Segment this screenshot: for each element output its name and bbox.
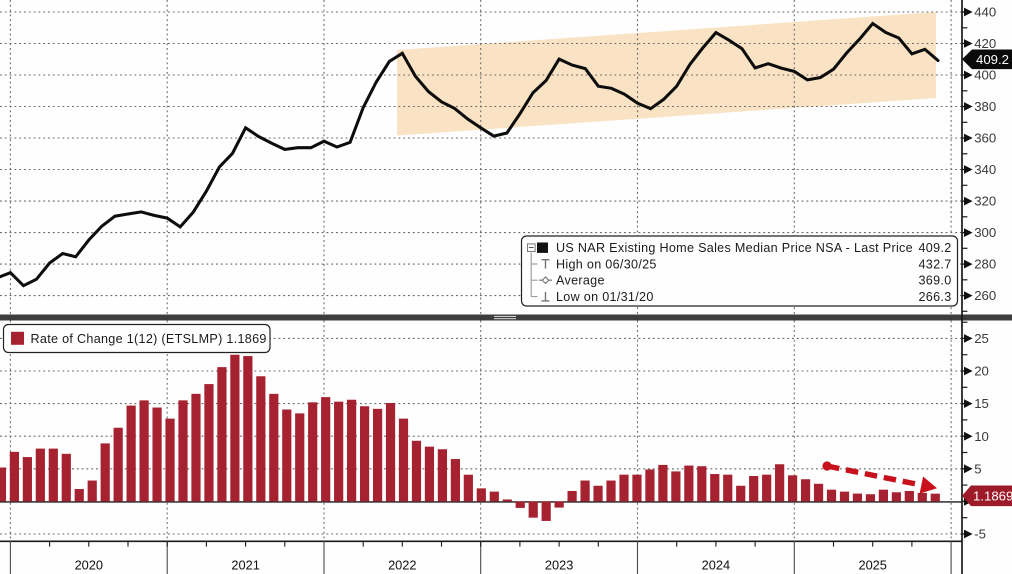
svg-text:440: 440 bbox=[974, 5, 996, 20]
svg-text:260: 260 bbox=[974, 288, 996, 303]
svg-text:-5: -5 bbox=[974, 527, 986, 542]
svg-text:280: 280 bbox=[974, 257, 996, 272]
svg-text:20: 20 bbox=[974, 364, 989, 379]
svg-text:420: 420 bbox=[974, 36, 996, 51]
svg-text:Average: Average bbox=[556, 274, 605, 288]
svg-text:2025: 2025 bbox=[858, 558, 886, 573]
svg-text:432.7: 432.7 bbox=[918, 258, 951, 272]
svg-text:300: 300 bbox=[974, 225, 996, 240]
svg-text:380: 380 bbox=[974, 99, 996, 114]
svg-text:320: 320 bbox=[974, 194, 996, 209]
svg-text:2024: 2024 bbox=[702, 558, 730, 573]
svg-text:US NAR Existing Home Sales Med: US NAR Existing Home Sales Median Price … bbox=[556, 241, 913, 255]
svg-text:2020: 2020 bbox=[75, 558, 103, 573]
svg-text:25: 25 bbox=[974, 331, 989, 346]
svg-text:2023: 2023 bbox=[545, 558, 573, 573]
svg-text:10: 10 bbox=[974, 429, 989, 444]
svg-text:340: 340 bbox=[974, 162, 996, 177]
svg-text:2021: 2021 bbox=[231, 558, 259, 573]
svg-text:2022: 2022 bbox=[388, 558, 416, 573]
svg-text:5: 5 bbox=[974, 461, 981, 476]
svg-text:409.2: 409.2 bbox=[918, 241, 951, 255]
svg-text:High on 06/30/25: High on 06/30/25 bbox=[556, 258, 657, 272]
svg-text:360: 360 bbox=[974, 131, 996, 146]
svg-text:409.2: 409.2 bbox=[976, 52, 1009, 67]
svg-text:400: 400 bbox=[974, 68, 996, 83]
svg-text:369.0: 369.0 bbox=[918, 274, 951, 288]
svg-text:266.3: 266.3 bbox=[918, 290, 951, 304]
svg-text:Rate of Change 1(12) (ETSLMP): Rate of Change 1(12) (ETSLMP) 1.1869 bbox=[31, 332, 267, 346]
svg-text:15: 15 bbox=[974, 396, 989, 411]
svg-text:Low on 01/31/20: Low on 01/31/20 bbox=[556, 290, 654, 304]
svg-text:1.1869: 1.1869 bbox=[973, 489, 1012, 504]
